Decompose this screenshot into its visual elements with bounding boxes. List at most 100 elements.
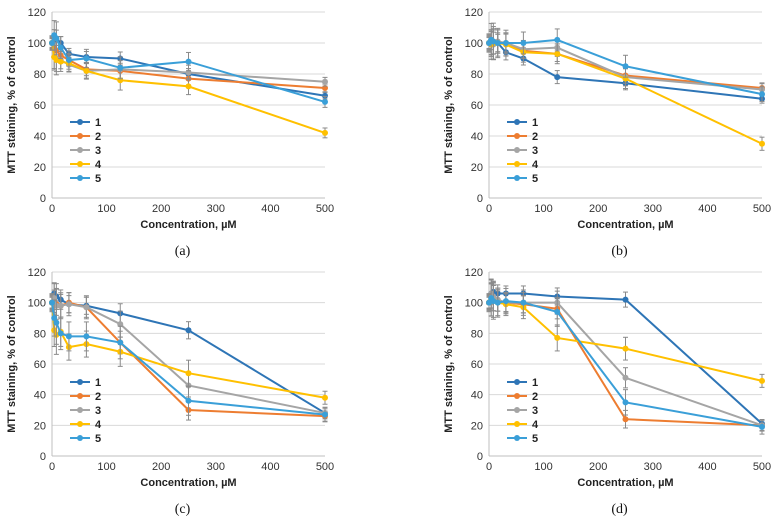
legend-swatch-marker [514, 133, 520, 139]
y-tick-label: 20 [34, 162, 46, 174]
y-tick-label: 60 [34, 100, 46, 112]
y-tick-label: 100 [465, 38, 483, 50]
y-tick-label: 40 [34, 131, 46, 143]
legend-swatch-marker [77, 435, 83, 441]
y-tick-label: 0 [40, 451, 46, 463]
data-point [53, 319, 60, 326]
legend: 1 2 3 4 5 [507, 377, 539, 445]
x-axis-title: Concentration, µM [140, 477, 236, 489]
y-tick-label: 0 [40, 193, 46, 205]
x-tick-label: 200 [152, 461, 170, 473]
data-point [83, 333, 90, 340]
data-point [117, 321, 124, 328]
legend-swatch-marker [514, 407, 520, 413]
legend-label: 5 [95, 173, 101, 185]
data-point [185, 327, 192, 334]
x-tick-label: 400 [261, 203, 279, 215]
y-tick-label: 40 [34, 390, 46, 402]
y-tick-label: 80 [34, 69, 46, 81]
x-tick-label: 400 [261, 461, 279, 473]
x-tick-label: 100 [534, 203, 552, 215]
data-point [322, 98, 328, 105]
legend-swatch-marker [514, 175, 520, 181]
chart-panel-1: 0 20 40 60 80 100 120 0 100 200 300 400 500 Concentra… [6, 7, 334, 259]
x-tick-label: 100 [97, 461, 115, 473]
y-tick-label: 100 [28, 38, 46, 50]
legend-label: 2 [95, 391, 101, 403]
x-tick-label: 500 [753, 461, 771, 473]
x-tick-label: 0 [49, 203, 55, 215]
x-tick-label: 300 [644, 203, 662, 215]
data-point [494, 299, 501, 306]
data-point [554, 74, 561, 81]
legend-label: 2 [532, 391, 538, 403]
y-tick-label: 120 [28, 7, 46, 19]
x-tick-label: 200 [589, 203, 607, 215]
data-point [759, 423, 765, 430]
x-tick-label: 300 [207, 203, 225, 215]
legend-label: 5 [95, 433, 101, 445]
data-point [83, 55, 90, 62]
data-point [502, 40, 509, 46]
data-point [322, 411, 328, 418]
data-point [759, 377, 765, 384]
data-point [622, 416, 629, 423]
data-point [185, 370, 192, 377]
y-axis-title: MTT staining, % of control [6, 36, 18, 174]
data-point [49, 40, 55, 46]
data-point [622, 345, 629, 352]
legend-swatch-marker [514, 393, 520, 399]
legend-label: 1 [95, 117, 101, 129]
legend-swatch-marker [514, 161, 520, 167]
y-axis-title: MTT staining, % of control [6, 295, 18, 433]
legend-label: 3 [95, 145, 101, 157]
data-point [117, 339, 124, 346]
legend-swatch-marker [77, 147, 83, 153]
legend-swatch-marker [514, 421, 520, 427]
data-point [322, 129, 328, 136]
y-tick-label: 60 [34, 359, 46, 371]
legend-label: 4 [95, 419, 102, 431]
y-axis-title: MTT staining, % of control [443, 36, 455, 174]
legend-swatch-marker [77, 379, 83, 385]
x-tick-label: 200 [152, 203, 170, 215]
data-point [65, 333, 72, 340]
data-point [83, 304, 90, 311]
legend-label: 4 [532, 159, 539, 171]
data-point [520, 299, 527, 306]
x-tick-label: 300 [207, 461, 225, 473]
series-4 [486, 26, 765, 151]
legend: 1 2 3 4 5 [70, 377, 102, 445]
data-point [185, 83, 192, 90]
x-tick-label: 400 [698, 203, 716, 215]
x-axis-title: Concentration, µM [577, 477, 673, 489]
x-axis-title: Concentration, µM [577, 219, 673, 231]
x-tick-label: 500 [316, 203, 334, 215]
data-point [51, 315, 58, 321]
y-tick-label: 60 [471, 359, 483, 371]
legend-label: 2 [532, 131, 538, 143]
data-point [622, 296, 629, 303]
data-point [57, 58, 64, 65]
data-point [322, 92, 328, 99]
legend-swatch-marker [77, 119, 83, 125]
y-tick-label: 100 [28, 298, 46, 310]
data-point [520, 40, 527, 46]
y-tick-label: 60 [471, 100, 483, 112]
data-point [57, 302, 64, 309]
y-tick-label: 40 [471, 390, 483, 402]
data-point [65, 57, 72, 64]
legend-swatch-marker [77, 175, 83, 181]
data-point [502, 298, 509, 305]
chart-panel-2: 0 20 40 60 80 100 120 0 100 200 300 400 500 Concentra… [443, 7, 771, 259]
legend-label: 1 [532, 117, 538, 129]
x-tick-label: 100 [97, 203, 115, 215]
series-4 [49, 35, 328, 139]
legend-label: 4 [95, 159, 102, 171]
data-point [554, 308, 561, 315]
data-point [185, 397, 192, 404]
data-point [494, 40, 501, 46]
y-tick-label: 100 [465, 298, 483, 310]
series-5 [486, 279, 765, 435]
legend-swatch-marker [77, 161, 83, 167]
